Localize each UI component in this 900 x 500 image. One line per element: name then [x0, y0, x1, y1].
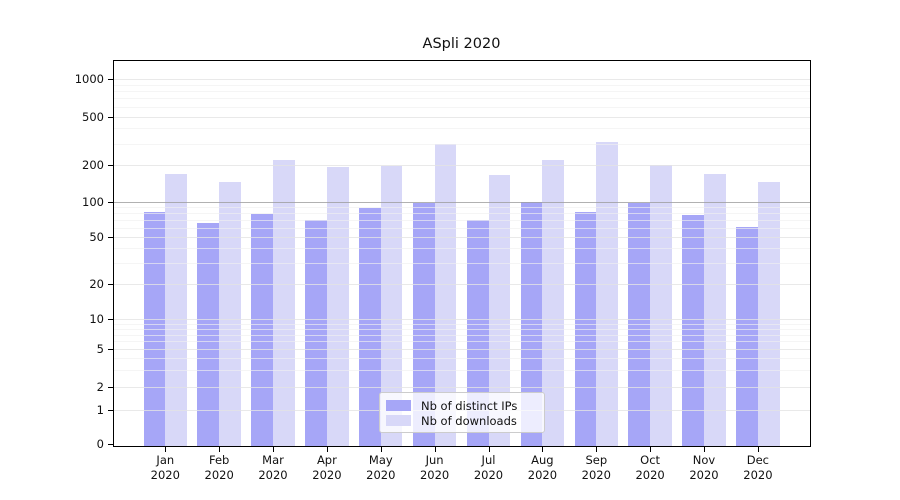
- x-tick-mark: [380, 447, 382, 452]
- bar-downloads: [165, 173, 187, 446]
- y-tick-mark: [108, 283, 113, 285]
- y-tick-mark: [108, 348, 113, 350]
- bar-distinct-ips: [251, 214, 274, 446]
- bar-downloads: [542, 159, 565, 446]
- y-tick-mark: [108, 444, 113, 445]
- y-tick-label: 20: [89, 276, 104, 291]
- x-tick-mark: [650, 447, 652, 452]
- bar-distinct-ips: [628, 203, 651, 446]
- legend-swatch-distinct-ips: [386, 400, 411, 411]
- x-tick-mark: [757, 447, 759, 452]
- bar-distinct-ips: [359, 208, 381, 446]
- x-tick-mark: [488, 447, 490, 452]
- y-tick-mark: [108, 165, 113, 167]
- x-tick-label: Jul 2020: [473, 453, 504, 482]
- x-tick-mark: [542, 447, 544, 452]
- y-tick-mark: [108, 201, 113, 203]
- y-tick-mark: [108, 236, 113, 238]
- y-tick-label: 50: [89, 229, 104, 244]
- x-tick-label: Jun 2020: [419, 453, 450, 482]
- x-tick-label: Apr 2020: [312, 453, 342, 482]
- legend-entry-downloads: Nb of downloads: [386, 413, 536, 428]
- bar-distinct-ips: [305, 220, 327, 446]
- plot-area: 1000 500 200 100 50 20 10 5 2 1 0 Jan 2020 Feb 2020 Mar…: [75, 60, 811, 482]
- legend: Nb of distinct IPs Nb of downloads: [379, 392, 545, 433]
- bar-downloads: [380, 165, 403, 446]
- legend-label-downloads: Nb of downloads: [421, 413, 517, 428]
- x-tick-mark: [704, 447, 705, 452]
- y-tick-mark: [108, 386, 113, 388]
- y-tick-label: 1: [96, 403, 104, 417]
- x-tick-label: Feb 2020: [204, 453, 234, 482]
- y-tick-label: 200: [82, 158, 104, 173]
- x-tick-label: Nov 2020: [689, 453, 719, 482]
- x-tick-label: Sep 2020: [581, 453, 611, 482]
- x-tick-label: May 2020: [366, 453, 396, 482]
- x-tick-mark: [165, 447, 167, 452]
- bar-distinct-ips: [466, 220, 489, 446]
- y-tick-label: 2: [96, 379, 104, 394]
- bar-downloads: [596, 142, 618, 446]
- bar-distinct-ips: [574, 211, 597, 446]
- y-tick-label: 500: [82, 109, 104, 124]
- bar-downloads: [650, 164, 672, 446]
- bar-distinct-ips: [736, 226, 758, 446]
- bar-distinct-ips: [197, 223, 220, 446]
- bar-distinct-ips: [143, 211, 166, 446]
- bars-layer: [114, 61, 810, 446]
- y-tick-label: 10: [89, 312, 104, 327]
- chart-title: ASpli 2020: [422, 36, 501, 52]
- bar-downloads: [273, 159, 295, 446]
- x-tick-label: Aug 2020: [527, 453, 558, 482]
- x-tick-label: Dec 2020: [743, 453, 773, 482]
- bar-downloads: [704, 174, 726, 446]
- x-tick-mark: [434, 447, 436, 452]
- x-tick-label: Mar 2020: [258, 453, 288, 482]
- x-tick-mark: [273, 447, 274, 452]
- legend-entry-distinct-ips: Nb of distinct IPs: [386, 398, 536, 413]
- bar-distinct-ips: [682, 214, 704, 446]
- bar-downloads: [757, 181, 780, 446]
- x-tick-label: Jan 2020: [150, 453, 180, 482]
- bar-downloads: [219, 181, 241, 446]
- y-tick-mark: [108, 319, 113, 321]
- y-tick-label: 0: [96, 437, 104, 451]
- y-tick-mark: [108, 79, 113, 80]
- y-tick-mark: [108, 116, 113, 118]
- x-tick-mark: [219, 447, 221, 452]
- y-tick-label: 5: [96, 341, 104, 356]
- legend-label-distinct-ips: Nb of distinct IPs: [421, 398, 518, 413]
- y-tick-label: 1000: [74, 72, 104, 86]
- x-tick-mark: [596, 447, 598, 452]
- legend-swatch-downloads: [386, 415, 411, 426]
- bar-downloads: [326, 167, 349, 446]
- y-tick-label: 100: [82, 194, 104, 209]
- x-tick-mark: [326, 447, 328, 452]
- bar-downloads: [488, 175, 511, 446]
- y-tick-mark: [108, 410, 113, 411]
- x-tick-label: Oct 2020: [635, 453, 665, 482]
